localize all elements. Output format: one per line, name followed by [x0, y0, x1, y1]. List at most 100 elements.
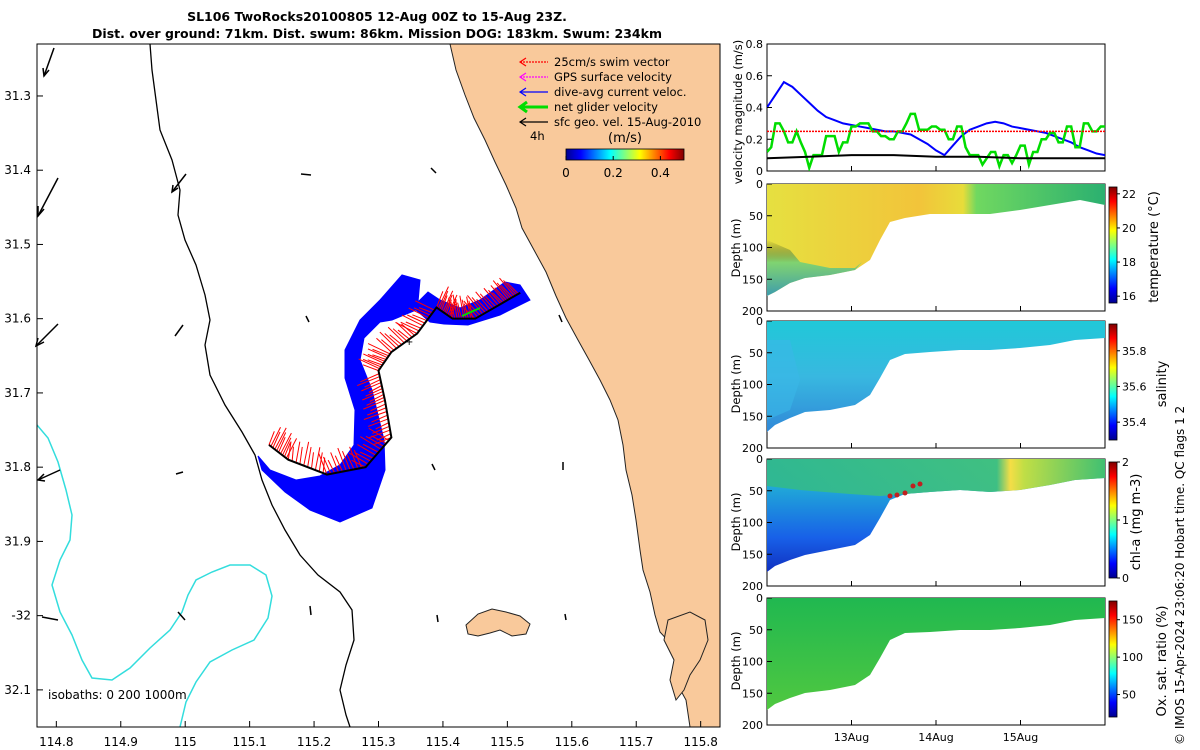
chla-colorbar: [1108, 461, 1118, 579]
swim-vector-41: [376, 433, 391, 441]
swim-vector-70: [376, 337, 392, 353]
section-2-cbar-label-1: 18: [1122, 256, 1136, 269]
section-3-ytick-label-0: 0: [756, 315, 763, 328]
swim-vector-2: [272, 431, 281, 449]
sfc-arrow-7: [175, 471, 184, 475]
sfc-arrow-6: [174, 324, 184, 337]
swim-vector-8: [283, 442, 291, 457]
swim-vector-111: [463, 300, 479, 318]
swim-vector-10: [287, 441, 292, 460]
section-3-ytick-label-3: 150: [742, 410, 763, 423]
chla-dot-5: [917, 481, 923, 487]
section-5-cbar-label-2: 150: [1122, 614, 1143, 627]
section-3-ytick-label-4: 200: [742, 442, 763, 455]
map-colorbar-ticks: 0 0.2 0.4: [562, 156, 670, 180]
map-ytick-label-7: -32: [11, 609, 31, 623]
sfc-arrow-16: [558, 314, 563, 323]
swim-vector-112: [467, 302, 481, 317]
section-3-ytick-label-2: 100: [742, 379, 763, 392]
swim-vector-92: [439, 290, 449, 310]
section-ticks: 0501001502001618202205010015020035.435.6…: [742, 178, 1147, 732]
swim-vector-32: [354, 452, 372, 462]
sfc-arrow-14: [309, 605, 312, 616]
map-xtick-label-0: 114.8: [39, 735, 73, 749]
map-colorbar: [565, 148, 685, 161]
section-5-ytick-label-4: 200: [742, 719, 763, 732]
map-cbar-label-1: 0.2: [604, 166, 623, 180]
sfc-arrow-13: [431, 463, 436, 471]
velocity-series: [767, 80, 1105, 171]
chla-dot-4: [910, 483, 916, 489]
salinity-ylabel: Depth (m): [729, 355, 743, 414]
swim-vector-71: [381, 339, 395, 351]
section-2-ytick-label-4: 200: [742, 305, 763, 318]
swim-vector-36: [360, 436, 382, 450]
sfc-arrow-11: [305, 315, 310, 323]
swim-vector-18: [318, 452, 323, 472]
map-ytick-label-1: 31.4: [4, 163, 31, 177]
sfc-arrow-5-head: [171, 184, 179, 194]
swim-vector-79: [401, 323, 415, 336]
swim-vector-87: [413, 307, 431, 316]
map-ytick-label-0: 31.3: [4, 89, 31, 103]
map-cbar-label-2: 0.4: [651, 166, 670, 180]
swim-vector-55: [368, 385, 382, 393]
vel-ytick-label-2: 0.4: [746, 102, 764, 115]
title-line-2: Dist. over ground: 71km. Dist. swum: 86k…: [92, 26, 662, 41]
legend-gps-label: GPS surface velocity: [554, 70, 672, 84]
temperature-deep: [767, 240, 862, 296]
swim-vector-102: [452, 294, 458, 319]
swim-vector-72: [379, 331, 397, 349]
swim-vector-107: [463, 303, 469, 319]
sfc-geo-vel-arrows: [34, 47, 567, 623]
time-tick-label-2: 15Aug: [1003, 731, 1038, 744]
vel-ytick-label-3: 0.6: [746, 70, 764, 83]
swim-vector-119: [483, 287, 499, 306]
section-2-cbar-label-2: 20: [1122, 222, 1136, 235]
isobath-200: [149, 44, 355, 727]
sfc-arrow-2: [37, 177, 59, 217]
swim-vector-83: [401, 314, 424, 327]
swim-vector-113: [467, 295, 484, 315]
swim-vector-5: [278, 436, 286, 453]
salinity-clabel: salinity: [1155, 360, 1170, 407]
map-y-ticks: 31.3 31.4 31.5 31.6 31.7 31.8 31.9 -32 32.1: [4, 89, 43, 697]
swim-vector-7: [282, 437, 292, 456]
time-ticks: 13Aug 14Aug 15Aug: [834, 166, 1038, 744]
sfc-arrow-4: [37, 469, 61, 481]
swim-vector-0: [268, 431, 275, 446]
swim-vector-28: [349, 446, 359, 469]
swim-vector-115: [476, 299, 489, 312]
swim-vector-50: [363, 399, 386, 410]
salinity-colorbar: [1108, 323, 1118, 441]
swim-vector-48: [367, 407, 387, 416]
swim-vector-63: [367, 359, 383, 366]
legend-swim-label: 25cm/s swim vector: [554, 55, 670, 69]
time-tick-label-1: 14Aug: [918, 731, 953, 744]
swim-vector-4: [276, 432, 287, 452]
section-2-ytick-label-0: 0: [756, 178, 763, 191]
map-xtick-label-5: 115.3: [361, 735, 395, 749]
swim-vector-98: [448, 299, 457, 317]
swim-vector-26: [341, 451, 351, 471]
chla-max-dots: [887, 481, 923, 499]
oxygen-panel: Depth (m) Ox. sat. ratio (%): [729, 597, 1170, 726]
swim-vector-30: [351, 459, 366, 468]
sfc-arrow-1-head: [42, 67, 50, 78]
legend-sfc-label: sfc geo. vel. 15-Aug-2010: [554, 115, 701, 129]
swim-vector-84: [407, 314, 426, 324]
swim-vector-90: [436, 291, 444, 308]
swim-vectors: [268, 277, 519, 475]
swim-vector-62: [362, 358, 382, 368]
map-ytick-label-6: 31.9: [4, 534, 31, 548]
swim-vector-82: [405, 321, 422, 329]
swim-vector-49: [370, 403, 386, 412]
velocity-series-1: [767, 112, 1105, 171]
swim-vector-35: [362, 443, 379, 453]
section-5-cbar-label-1: 100: [1122, 651, 1143, 664]
vel-ytick-label-4: 0.8: [746, 38, 764, 51]
velocity-axes-box: [766, 43, 1106, 172]
temperature-clabel: temperature (°C): [1147, 191, 1162, 303]
section-2-cbar-label-0: 16: [1122, 290, 1136, 303]
swim-vector-46: [371, 414, 388, 423]
